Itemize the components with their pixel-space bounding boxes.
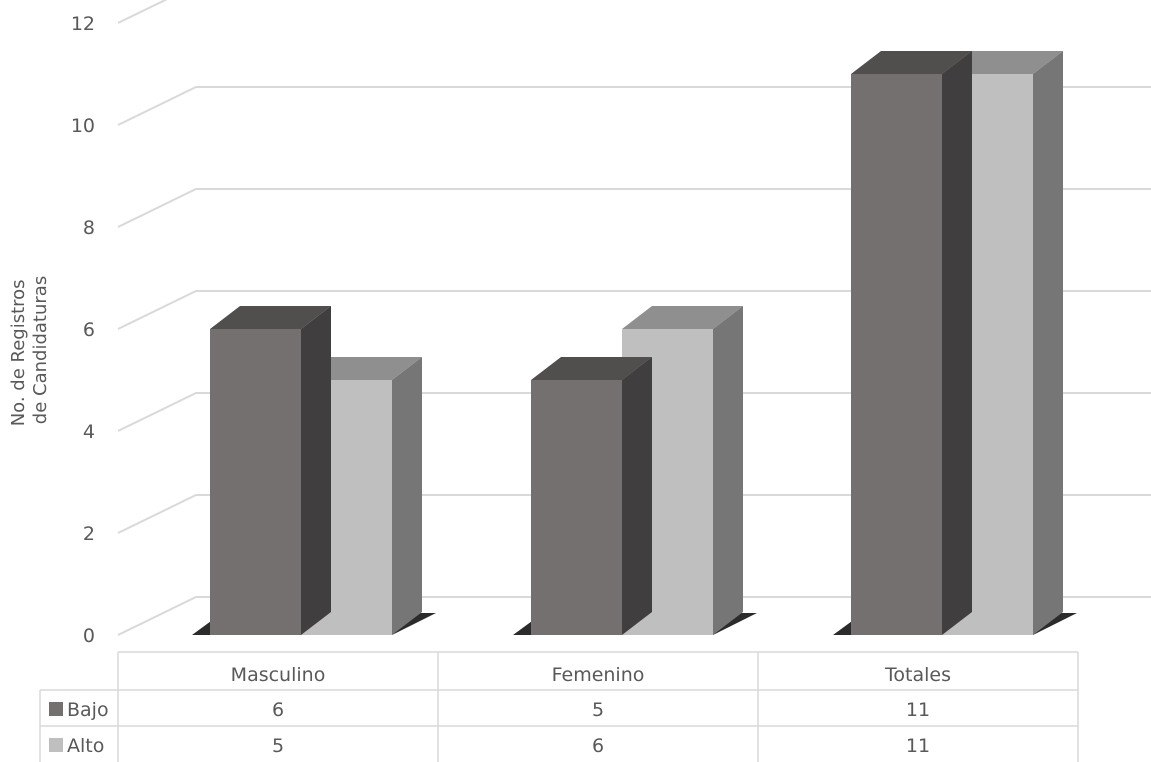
- bar-top-totales-alto: [942, 51, 1063, 74]
- y-tick-label-6: 6: [83, 319, 95, 341]
- gridline-12: [117, 0, 168, 24]
- bar-masculino-bajo: [210, 306, 331, 635]
- table-cell-bajo-totales: 11: [906, 699, 930, 721]
- bar-top-femenino-bajo: [531, 357, 652, 380]
- y-axis-ticks: 0 2 4 6 8 10 12: [71, 13, 95, 647]
- category-label-masculino: Masculino: [231, 664, 326, 686]
- bar-side-totales-bajo: [942, 51, 972, 635]
- bar-top-totales-bajo: [851, 51, 972, 74]
- y-tick-label-2: 2: [83, 523, 95, 545]
- bar-side-totales-alto: [1033, 51, 1063, 635]
- bar-top-masculino-alto: [301, 357, 422, 380]
- legend-label-alto: Alto: [67, 735, 104, 757]
- gridlines: [117, 0, 1151, 636]
- bar-top-masculino-bajo: [210, 306, 331, 329]
- legend-key-bajo: [49, 702, 63, 716]
- y-axis-title: No. de Registros de Candidaturas: [8, 274, 51, 427]
- bars: [192, 51, 1077, 635]
- bar-front-masculino-bajo: [210, 329, 301, 635]
- table-cell-alto-totales: 11: [906, 735, 930, 757]
- bar-side-femenino-bajo: [622, 357, 652, 635]
- table-cell-alto-femenino: 6: [592, 735, 604, 757]
- y-tick-label-8: 8: [83, 217, 95, 239]
- gridline-6: [117, 290, 1151, 330]
- data-table: Masculino Femenino Totales Bajo 6 5 11 Alto 5 6 11: [39, 651, 1079, 762]
- bar-femenino-bajo: [531, 357, 652, 635]
- bar-side-femenino-alto: [713, 306, 743, 635]
- table-cell-bajo-masculino: 6: [272, 699, 284, 721]
- y-tick-label-4: 4: [83, 421, 95, 443]
- y-axis-title-line-2: de Candidaturas: [30, 276, 51, 424]
- gridline-4: [117, 392, 1151, 432]
- gridline-8: [117, 188, 1151, 228]
- table-cell-alto-masculino: 5: [272, 735, 284, 757]
- y-tick-label-0: 0: [83, 625, 95, 647]
- bar-top-femenino-alto: [622, 306, 743, 329]
- bar-side-masculino-alto: [392, 357, 422, 635]
- bar-totales-bajo: [851, 51, 972, 635]
- y-tick-label-10: 10: [71, 115, 95, 137]
- category-label-femenino: Femenino: [552, 664, 645, 686]
- y-axis-title-line-1: No. de Registros: [8, 279, 29, 426]
- y-tick-label-12: 12: [71, 13, 95, 35]
- legend-key-alto: [49, 738, 63, 752]
- gridline-10: [117, 86, 1151, 126]
- gridline-0: [117, 596, 1151, 636]
- legend-label-bajo: Bajo: [67, 699, 109, 721]
- bar-front-femenino-bajo: [531, 380, 622, 635]
- bar-side-masculino-bajo: [301, 306, 331, 635]
- table-cell-bajo-femenino: 5: [592, 699, 604, 721]
- category-label-totales: Totales: [884, 664, 951, 686]
- gridline-2: [117, 494, 1151, 534]
- bar-front-totales-bajo: [851, 74, 942, 635]
